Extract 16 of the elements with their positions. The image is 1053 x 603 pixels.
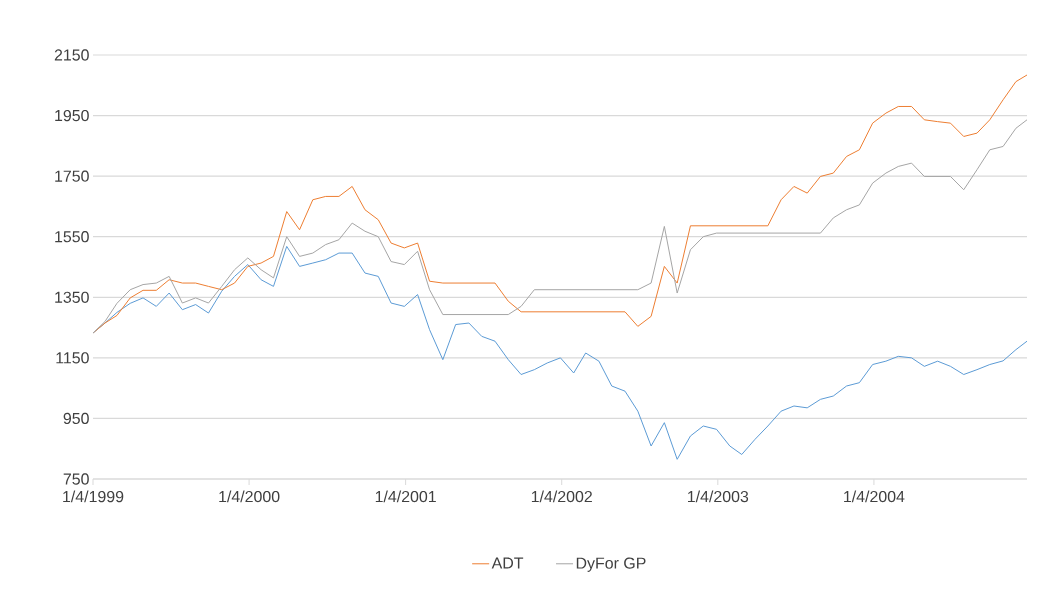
legend-label: ADT	[491, 557, 524, 569]
y-tick-label: 1150	[56, 352, 89, 364]
y-tick-label: 1550	[55, 231, 89, 243]
y-tick-label: 950	[63, 412, 89, 425]
y-tick-label: 2150	[54, 49, 89, 61]
x-tick-label: 1/4/2002	[531, 490, 592, 503]
legend-label: DyFor GP	[576, 557, 646, 572]
y-tick-label: 1750	[55, 170, 89, 182]
x-tick-label: 1/4/2004	[844, 490, 905, 503]
y-tick-label: 750	[63, 473, 89, 485]
y-tick-label: 1950	[55, 109, 89, 122]
y-tick-label: 1350	[55, 291, 89, 303]
x-tick-label: 1/4/2003	[688, 490, 749, 503]
x-tick-label: 1/4/2001	[375, 490, 436, 503]
x-tick-label: 1/4/1999	[63, 490, 124, 503]
x-tick-label: 1/4/2000	[219, 490, 280, 503]
